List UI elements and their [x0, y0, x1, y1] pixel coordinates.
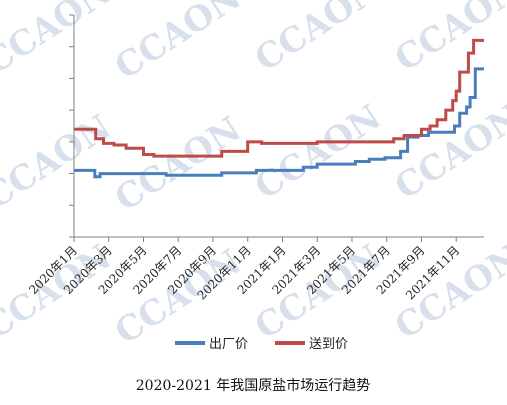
watermark-text: CCAON [248, 0, 388, 80]
watermark-text: CCAON [0, 107, 118, 217]
watermark-text: CCAON [0, 0, 118, 83]
axes [69, 14, 484, 242]
watermark-text: CCAON [108, 0, 248, 88]
series-layer [74, 38, 484, 179]
series-line-送到价 [74, 38, 484, 158]
watermark-text: CCAON [108, 109, 248, 219]
legend: 出厂价 送到价 [175, 337, 348, 352]
legend-label-出厂价: 出厂价 [209, 337, 248, 352]
legend-label-送到价: 送到价 [309, 337, 348, 352]
watermark-text: CCAON [248, 97, 388, 207]
watermark-text: CCAON [388, 0, 507, 80]
chart-title: 2020-2021 年我国原盐市场运行趋势 [136, 377, 370, 394]
series-line-出厂价 [74, 67, 484, 179]
watermark-layer: CCAON CCAON CCAON CCAON CCAON CCAON CCAO… [0, 0, 507, 353]
